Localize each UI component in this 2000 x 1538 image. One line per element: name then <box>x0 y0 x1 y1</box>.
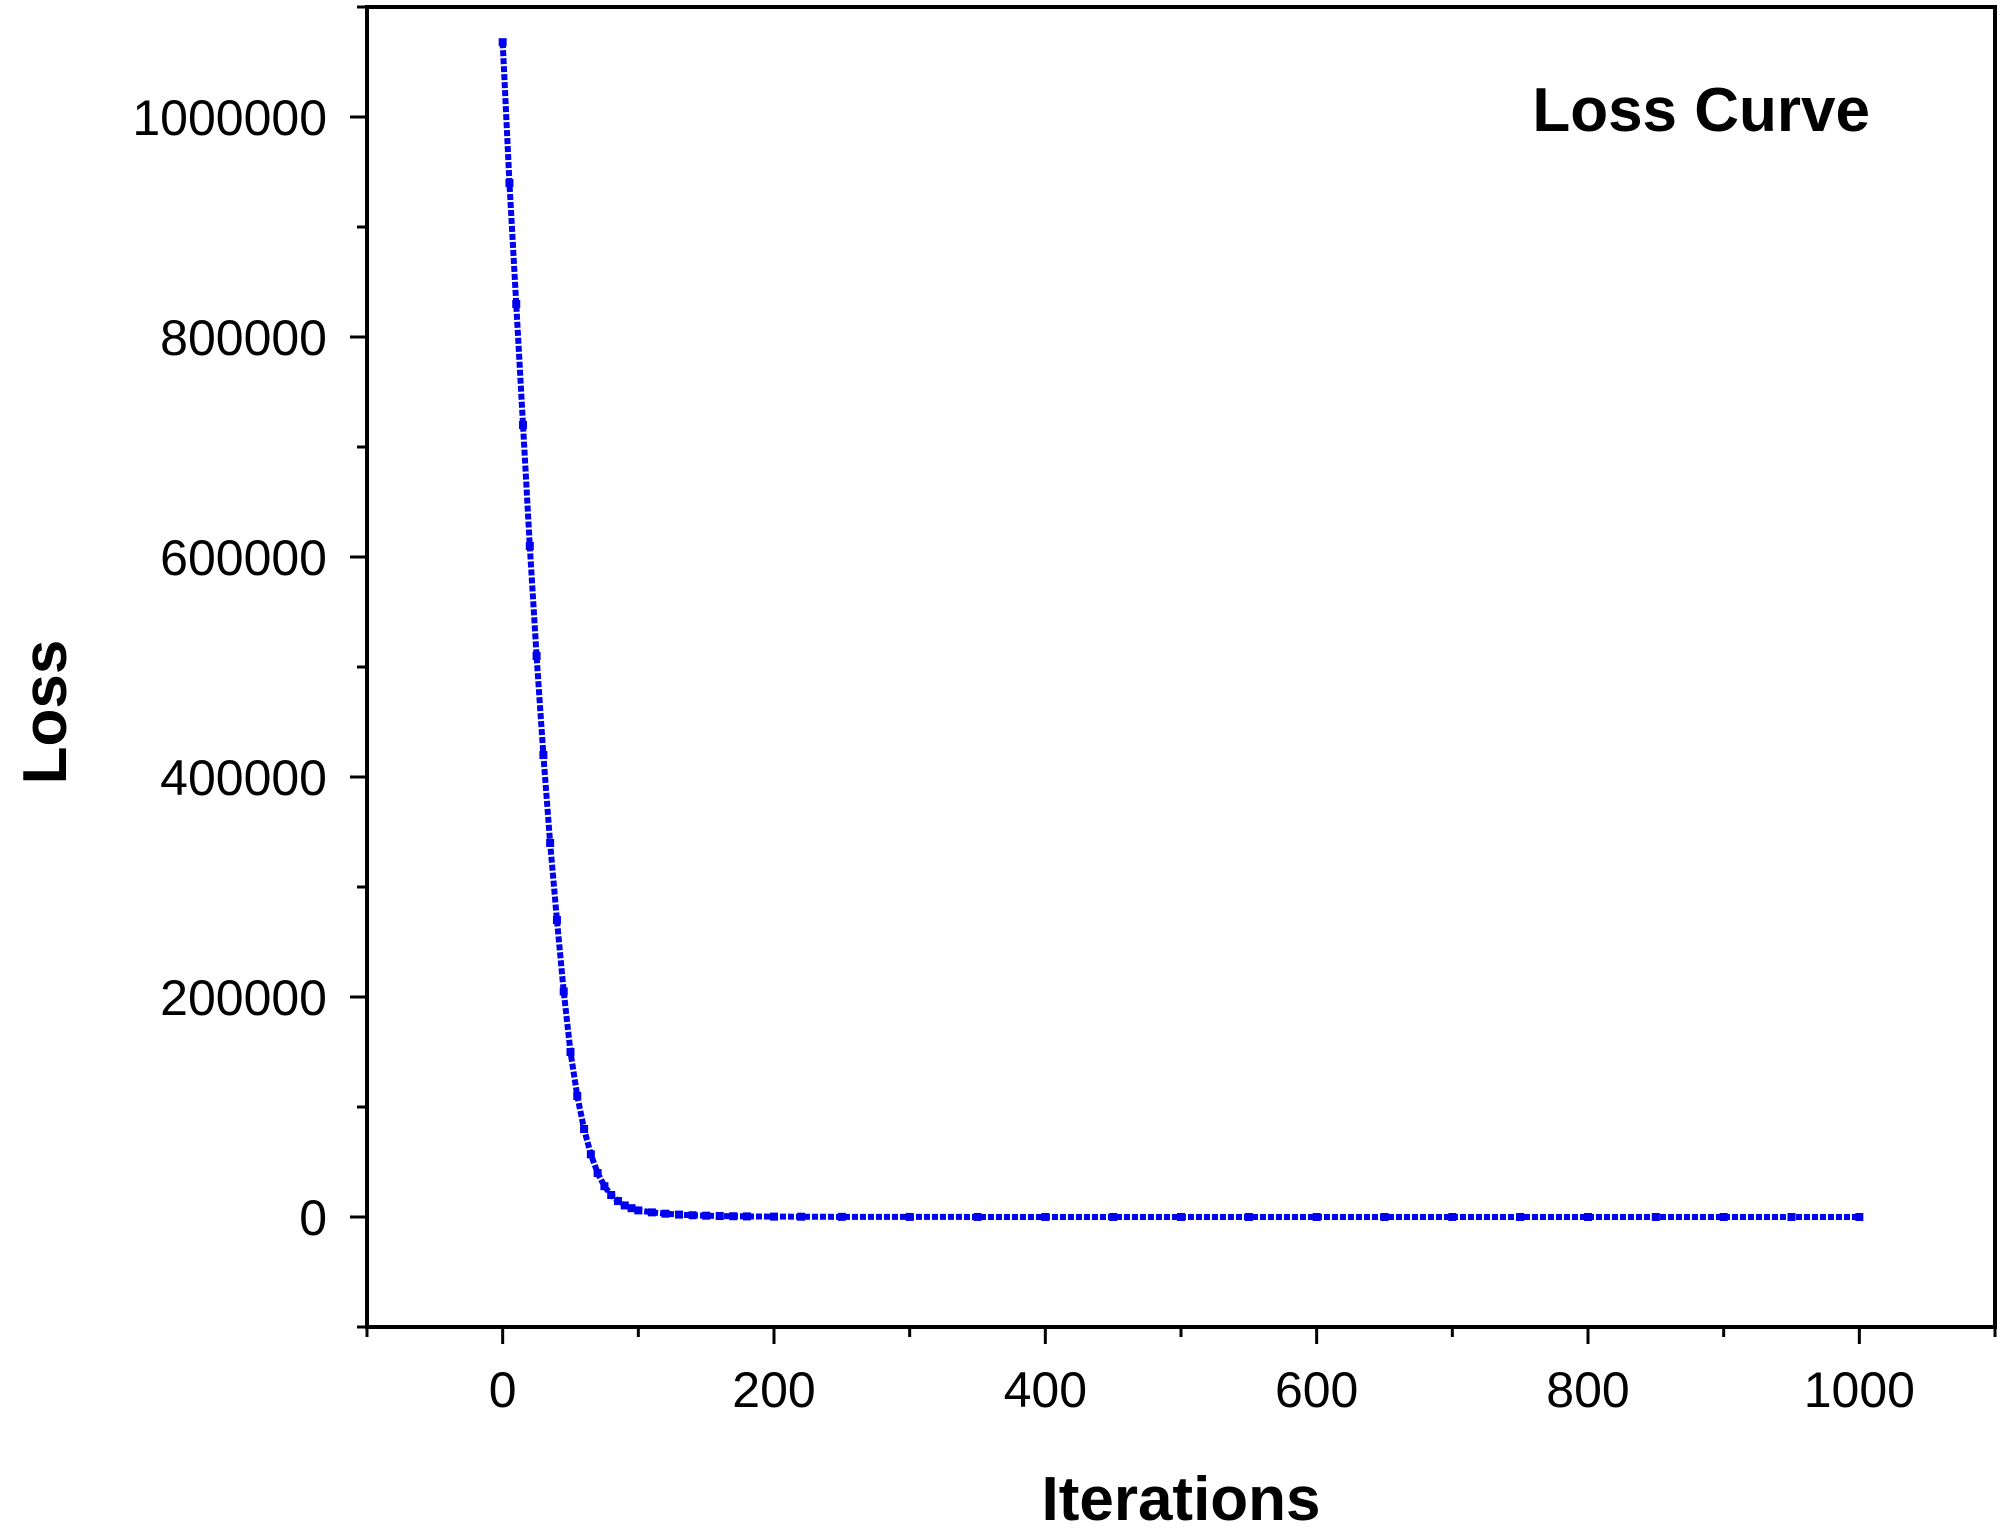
series-point <box>600 1182 609 1191</box>
series-point <box>770 1212 778 1221</box>
series-line <box>499 42 1860 1220</box>
series-point <box>1244 1212 1253 1221</box>
series-point <box>661 1209 670 1218</box>
x-tick-label: 0 <box>489 1362 517 1418</box>
series-point <box>1719 1212 1728 1221</box>
series-point <box>613 1197 622 1206</box>
series-point <box>742 1212 751 1221</box>
series-point <box>905 1212 914 1221</box>
series-point <box>1855 1212 1864 1221</box>
series-point <box>519 421 528 429</box>
series-point <box>525 542 534 550</box>
series-point <box>702 1211 711 1220</box>
series-point <box>1584 1212 1592 1221</box>
series-layer <box>498 38 1864 1221</box>
x-axis-title: Iterations <box>1041 1465 1320 1534</box>
series-point <box>512 300 521 308</box>
series-point <box>1109 1212 1118 1221</box>
series-point <box>647 1208 656 1217</box>
series-point <box>532 652 541 660</box>
series-point <box>559 987 568 996</box>
axis-ticks: 0 200000 400000 600000 800000 1000000 0 200 400 6… <box>132 5 1997 1418</box>
series-point <box>1787 1212 1796 1221</box>
series-point <box>539 751 548 759</box>
series-point <box>1516 1212 1525 1221</box>
series-point <box>1177 1212 1185 1221</box>
series-point <box>552 916 561 924</box>
y-axis-title: Loss <box>11 640 80 785</box>
series-point <box>498 38 507 47</box>
x-tick-label: 200 <box>732 1362 815 1418</box>
series-point <box>1448 1212 1457 1221</box>
x-tick-label: 1000 <box>1804 1362 1915 1418</box>
series-point <box>729 1212 738 1221</box>
y-tick-label: 1000000 <box>132 90 327 146</box>
series-point <box>593 1169 602 1177</box>
series-point <box>573 1092 582 1100</box>
series-point <box>546 839 555 847</box>
y-tick-label: 600000 <box>160 530 327 586</box>
series-point <box>607 1191 616 1199</box>
series-point <box>627 1204 636 1213</box>
x-tick-label: 400 <box>1004 1362 1087 1418</box>
series-point <box>715 1212 724 1221</box>
x-tick-label: 600 <box>1275 1362 1358 1418</box>
series-point <box>973 1212 982 1221</box>
series-point <box>797 1212 806 1221</box>
series-point <box>566 1048 575 1056</box>
series-point <box>1041 1212 1050 1221</box>
y-tick-label: 400000 <box>160 750 327 806</box>
y-tick-label: 0 <box>299 1190 327 1246</box>
chart-title: Loss Curve <box>1532 76 1870 145</box>
plot-frame <box>365 5 1997 1329</box>
series-point <box>586 1150 595 1159</box>
y-tick-label: 200000 <box>160 970 327 1026</box>
series-point <box>620 1201 629 1210</box>
y-tick-label: 800000 <box>160 310 327 366</box>
x-tick-label: 800 <box>1546 1362 1629 1418</box>
series-point <box>505 179 514 187</box>
series-point <box>688 1211 697 1220</box>
series-point <box>675 1210 684 1219</box>
series-point <box>1312 1212 1321 1221</box>
series-point <box>580 1125 589 1133</box>
series-point <box>634 1206 643 1215</box>
series-point <box>837 1212 846 1221</box>
series-point <box>1380 1212 1389 1221</box>
series-point <box>1651 1212 1660 1221</box>
